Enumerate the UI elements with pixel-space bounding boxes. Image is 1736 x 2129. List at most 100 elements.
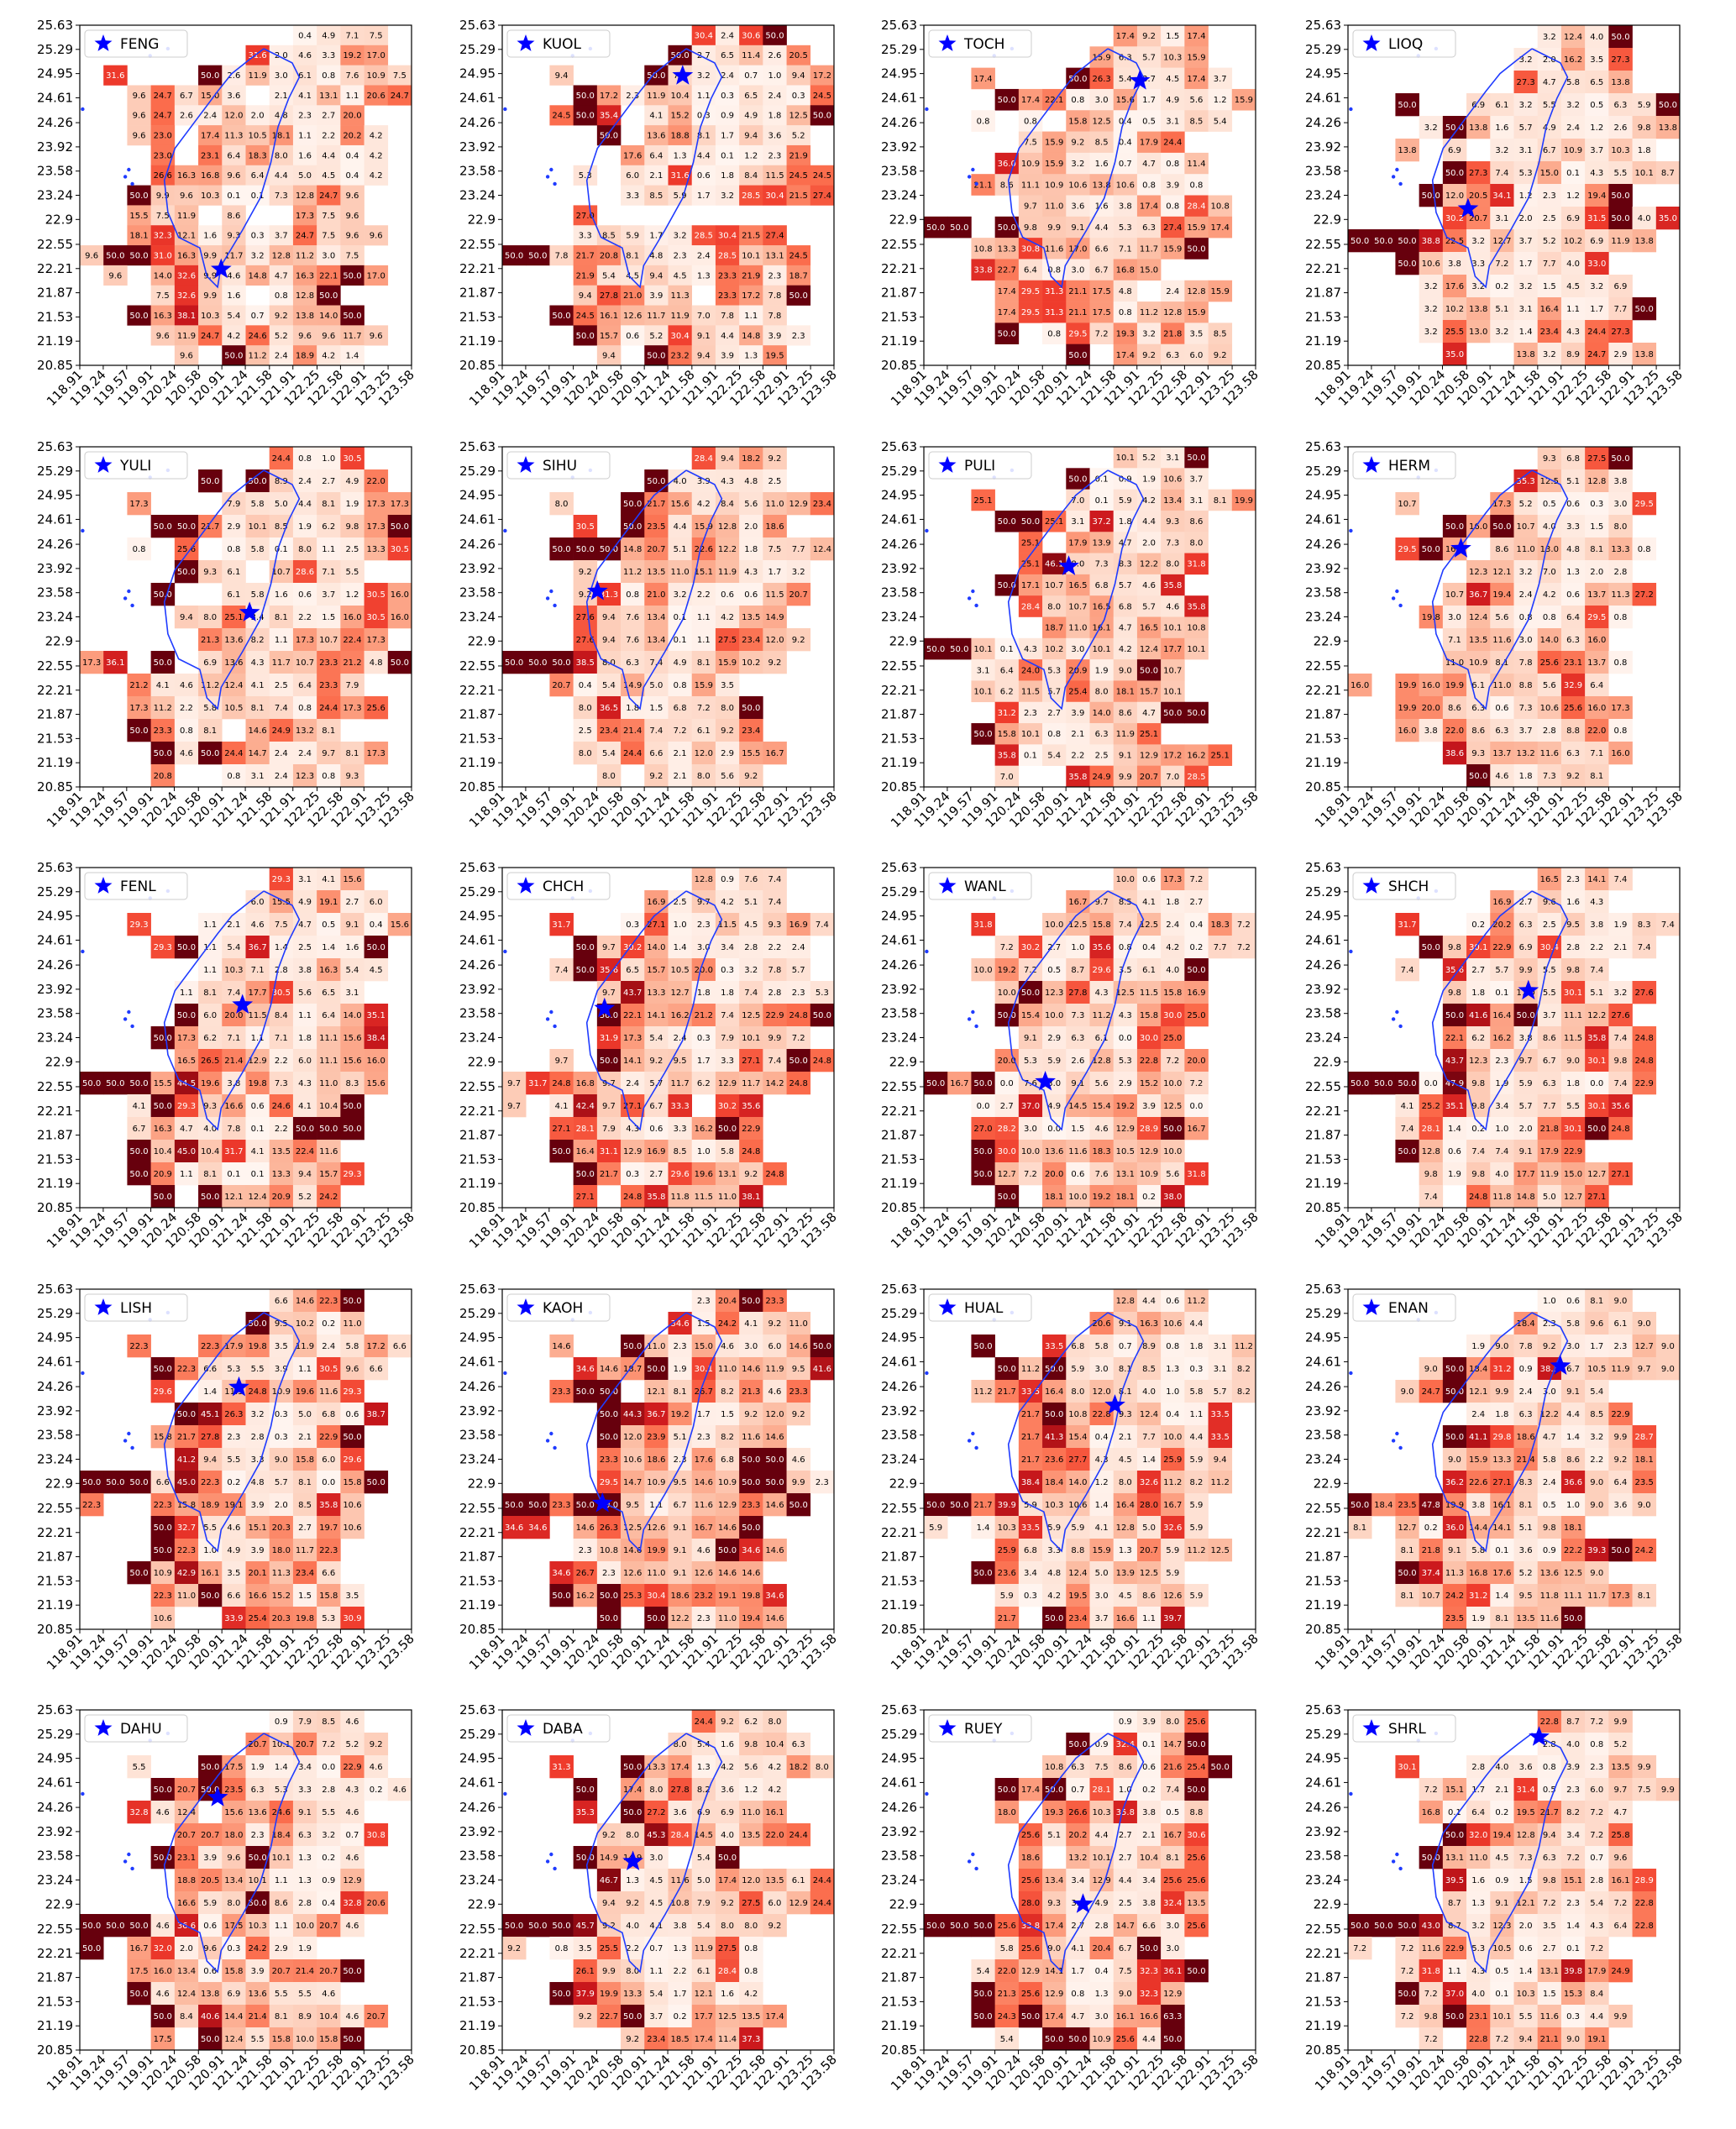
heatmap-cell	[691, 1312, 716, 1335]
heatmap-cell	[1513, 252, 1539, 275]
cell-value-label: 9.4	[1214, 1455, 1227, 1465]
heatmap-cell	[668, 1607, 693, 1630]
heatmap-cell	[549, 492, 574, 516]
heatmap-cell	[150, 651, 176, 674]
island-mark	[1391, 1017, 1396, 1021]
cell-value-label: 3.3	[1471, 260, 1485, 269]
heatmap-cell	[1161, 701, 1185, 724]
heatmap-cell	[596, 125, 621, 146]
cell-value-label: 28.5	[742, 191, 760, 201]
heatmap-cell	[340, 225, 365, 246]
cell-value-label: 7.3	[1095, 560, 1109, 569]
heatmap-cell	[1560, 297, 1586, 321]
heatmap-cell	[1419, 275, 1444, 298]
cell-value-label: 50.0	[926, 223, 945, 233]
heatmap-cell	[317, 1471, 341, 1494]
heatmap-cell	[1208, 322, 1233, 344]
legend-label: FENL	[120, 878, 156, 895]
heatmap-panel-chch: 12.8 0.9 7.6 7.416.9 2.5 9.7 4.2 5.1 7.431.7 0.3 2…	[459, 860, 840, 1251]
cell-value-label: 17.3	[296, 636, 314, 645]
heatmap-cell	[691, 469, 716, 493]
heatmap-cell	[1066, 88, 1090, 111]
heatmap-cell	[340, 913, 365, 936]
heatmap-cell	[1608, 742, 1633, 765]
heatmap-cell	[994, 1140, 1020, 1163]
cell-value-label: 0.8	[674, 681, 687, 690]
cell-value-label: 9.2	[579, 568, 592, 577]
cell-value-label: 4.6	[1095, 1125, 1109, 1134]
cell-value-label: 34.6	[528, 1523, 547, 1533]
cell-value-label: 12.8	[1092, 1057, 1110, 1066]
heatmap-cell	[971, 913, 995, 936]
cell-value-label: 1.4	[203, 1387, 217, 1397]
cell-value-label: 3.3	[579, 232, 592, 241]
cell-value-label: 13.8	[1659, 123, 1677, 133]
cell-value-label: 3.3	[251, 1455, 265, 1465]
y-tick-label: 23.92	[459, 139, 496, 155]
cell-value-label: 25.0	[1187, 1011, 1205, 1020]
cell-value-label: 13.6	[224, 658, 243, 668]
cell-value-label: 50.0	[154, 749, 172, 758]
heatmap-cell	[644, 1493, 669, 1517]
cell-value-label: 5.8	[251, 545, 265, 554]
cell-value-label: 4.3	[251, 658, 265, 668]
y-tick-label: 24.95	[1305, 66, 1341, 81]
cell-value-label: 4.2	[1166, 943, 1179, 952]
heatmap-cell	[994, 936, 1020, 959]
heatmap-cell	[150, 742, 176, 765]
cell-value-label: 5.8	[721, 1147, 734, 1156]
heatmap-cell	[1089, 1357, 1115, 1381]
cell-value-label: 27.4	[1163, 223, 1182, 233]
cell-value-label: 9.2	[768, 1319, 782, 1329]
heatmap-cell	[715, 1049, 740, 1072]
cell-value-label: 20.8	[600, 251, 618, 260]
cell-value-label: 6.1	[227, 590, 240, 600]
y-tick-label: 23.58	[37, 1428, 73, 1443]
heatmap-cell	[1466, 184, 1491, 207]
cell-value-label: 6.8	[322, 1410, 335, 1419]
cell-value-label: 0.8	[977, 117, 990, 126]
heatmap-cell	[668, 85, 693, 106]
legend: YULI	[84, 451, 188, 480]
heatmap-cell	[763, 936, 787, 959]
y-tick-label: 22.21	[459, 683, 496, 698]
y-tick-label: 22.21	[881, 683, 917, 698]
cell-value-label: 18.1	[1116, 1193, 1135, 1202]
heatmap-cell	[269, 651, 294, 674]
cell-value-label: 4.3	[1590, 898, 1603, 907]
island-mark	[130, 181, 134, 186]
heatmap-cell	[1490, 560, 1514, 584]
cell-value-label: 1.1	[1190, 1410, 1204, 1419]
heatmap-cell	[1608, 275, 1633, 298]
cell-value-label: 3.2	[1495, 328, 1508, 337]
heatmap-cell	[1395, 719, 1419, 742]
heatmap-cell	[691, 1335, 716, 1358]
heatmap-cell	[739, 165, 763, 186]
cell-value-label: 17.3	[82, 658, 101, 668]
heatmap-cell	[1608, 1162, 1633, 1186]
heatmap-cell	[715, 1004, 740, 1027]
cell-value-label: 20.2	[343, 132, 361, 141]
heatmap-cell	[1113, 595, 1138, 617]
heatmap-cell	[1042, 259, 1067, 281]
y-tick-label: 25.29	[37, 884, 73, 899]
heatmap-cell	[340, 958, 365, 982]
cell-value-label: 10.9	[1469, 658, 1487, 668]
heatmap-cell	[596, 696, 621, 720]
heatmap-cell	[1136, 890, 1162, 914]
heatmap-cell	[364, 1072, 389, 1095]
heatmap-cell	[340, 1312, 365, 1335]
cell-value-label: 11.4	[1187, 160, 1205, 169]
heatmap-cell	[1184, 637, 1209, 660]
heatmap-cell	[127, 1117, 151, 1141]
cell-value-label: 4.8	[744, 477, 758, 486]
cell-value-label: 1.7	[697, 1410, 711, 1419]
cell-value-label: 12.6	[695, 1569, 713, 1578]
heatmap-cell	[1442, 275, 1467, 298]
y-tick-label: 20.85	[1305, 358, 1341, 373]
cell-value-label: 9.2	[579, 590, 592, 600]
heatmap-cell	[1113, 1049, 1138, 1072]
cell-value-label: 50.0	[1045, 1410, 1063, 1419]
heatmap-cell	[715, 305, 740, 326]
cell-value-label: 5.9	[626, 232, 639, 241]
